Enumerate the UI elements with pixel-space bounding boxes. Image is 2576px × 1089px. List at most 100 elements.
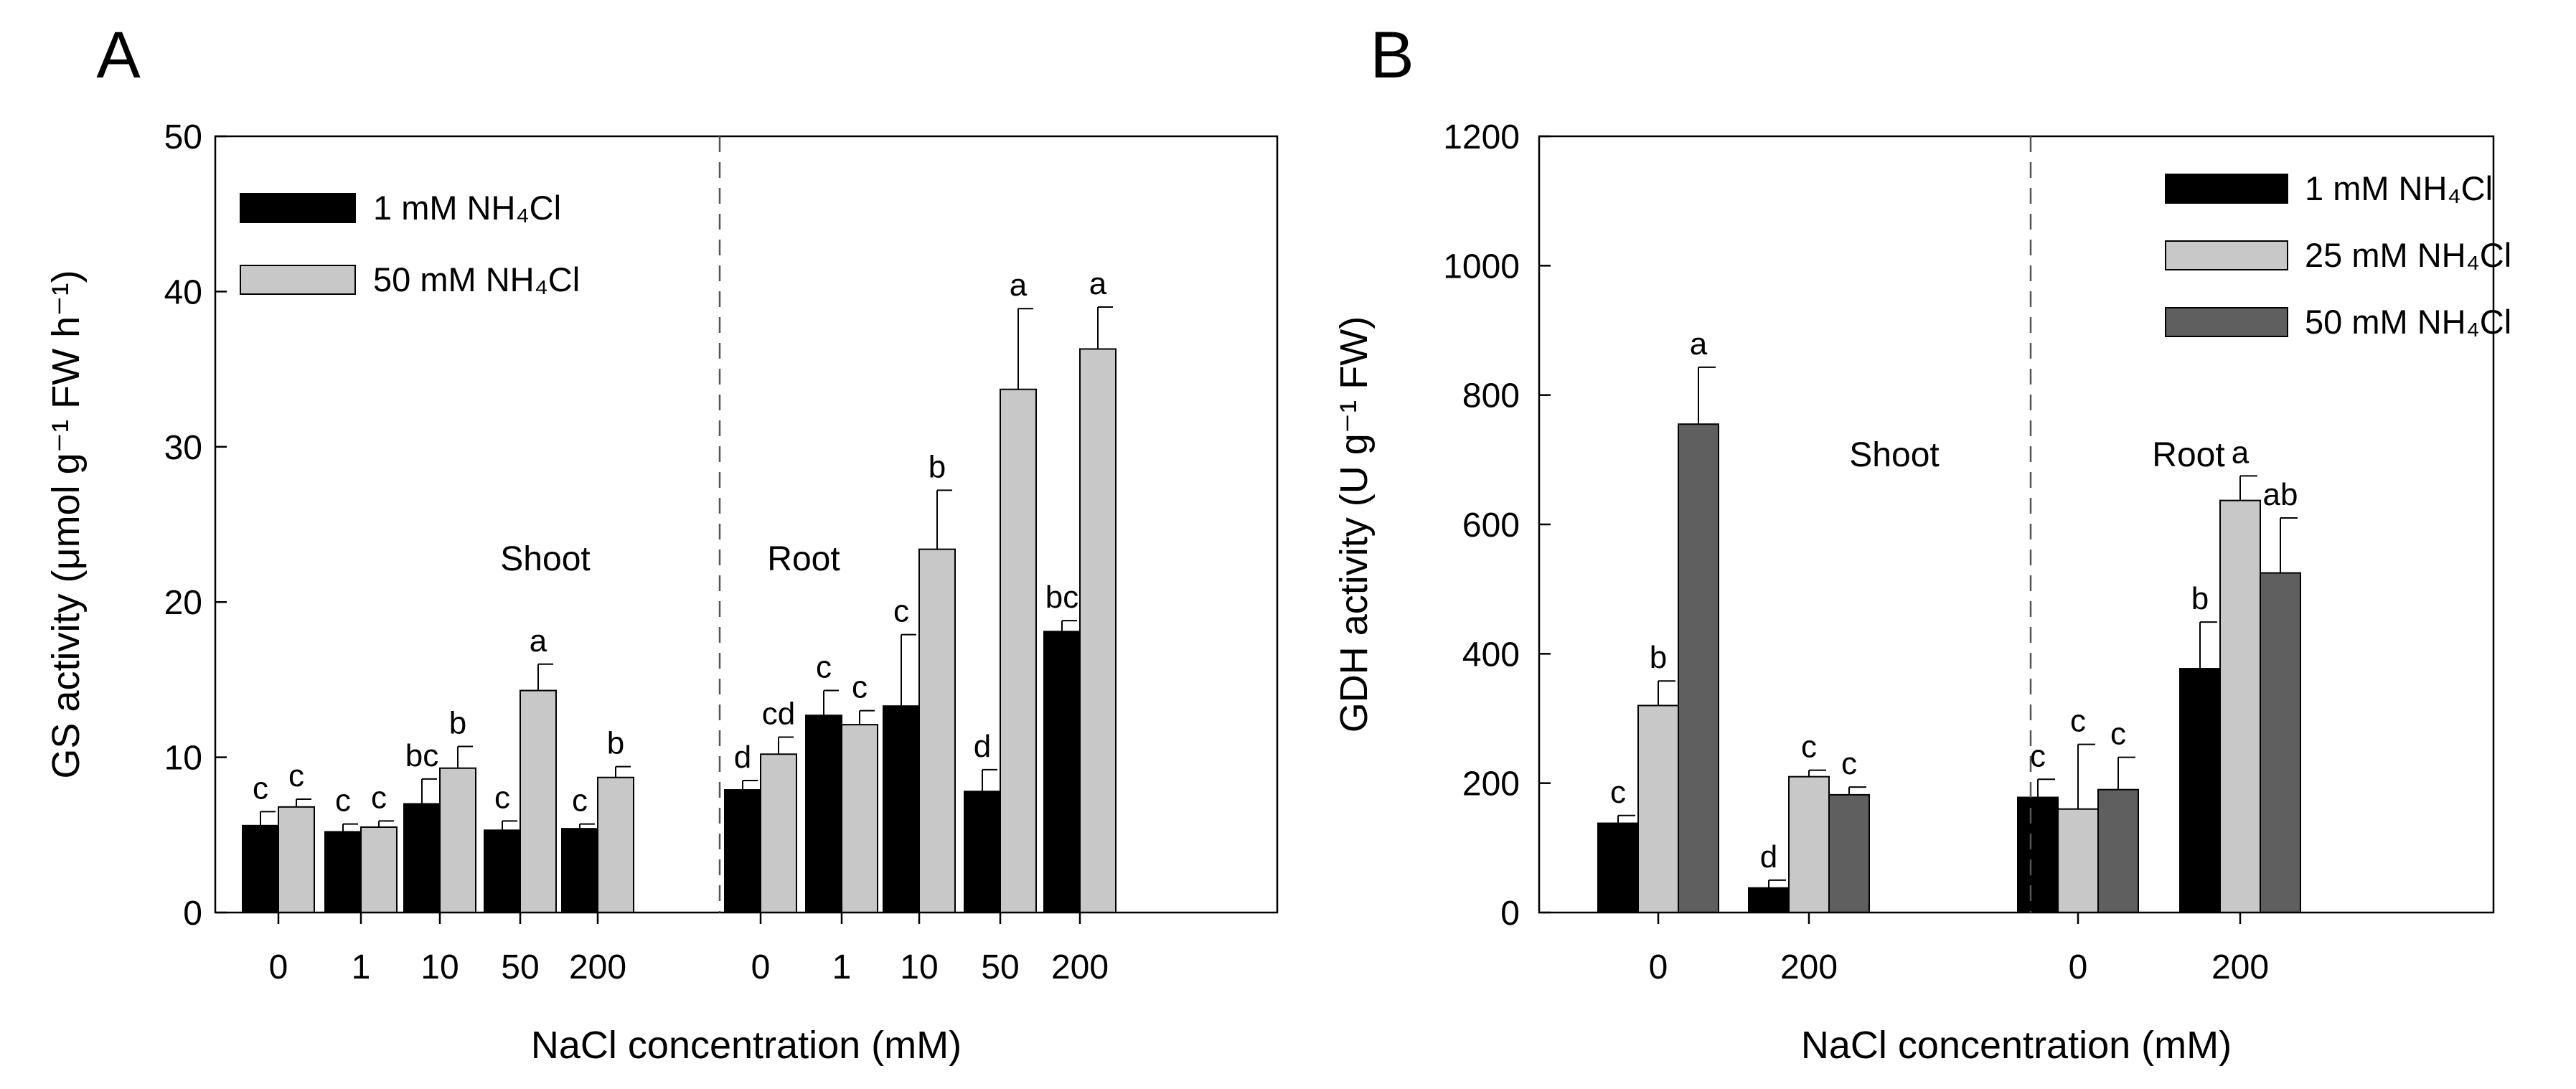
bar (1043, 631, 1081, 913)
legend-swatch (240, 265, 356, 295)
bar (1000, 388, 1037, 913)
significance-letter: a (530, 623, 547, 659)
bar (324, 831, 362, 914)
legend-label: 1 mM NH₄Cl (373, 189, 561, 227)
bar (2260, 572, 2301, 913)
plot-frame (214, 135, 1279, 914)
x-tick-label: 0 (1649, 948, 1668, 986)
significance-letter: b (607, 726, 624, 761)
bar (841, 724, 878, 913)
significance-letter: c (2030, 738, 2046, 773)
y-tick-label: 1000 (1443, 248, 1520, 286)
legend-label: 50 mM NH₄Cl (2305, 303, 2511, 341)
bar (2017, 796, 2059, 913)
x-tick-label: 50 (981, 948, 1019, 986)
region-label-shoot: Shoot (500, 540, 590, 578)
significance-letter: d (1760, 839, 1777, 874)
bar (724, 789, 761, 913)
region-label-root: Root (2152, 436, 2224, 474)
x-axis-label: NaCl concentration (mM) (531, 1024, 962, 1067)
x-tick-label: 10 (900, 948, 938, 986)
legend: 1 mM NH₄Cl 25 mM NH₄Cl 50 mM NH₄Cl (2165, 169, 2511, 341)
significance-letter: b (1650, 640, 1667, 675)
significance-letter: c (572, 783, 588, 819)
bar (2179, 668, 2221, 913)
significance-letter: c (1801, 730, 1817, 765)
legend-swatch (2165, 174, 2288, 204)
x-tick-label: 200 (1780, 948, 1838, 986)
bar (2219, 499, 2261, 913)
x-tick-label: 50 (501, 948, 539, 986)
y-tick-label: 200 (1462, 765, 1520, 803)
y-tick-label: 1200 (1443, 118, 1520, 156)
bar (964, 791, 1001, 914)
y-tick-label: 800 (1462, 377, 1520, 415)
y-tick-label: 0 (1500, 895, 1520, 933)
significance-letter: c (335, 783, 351, 819)
significance-letter: bc (1045, 580, 1078, 615)
significance-letter: c (253, 770, 268, 806)
bar (805, 715, 842, 913)
series-1: c d c b (1597, 581, 2221, 914)
bar (2097, 788, 2139, 914)
significance-letter: ab (2263, 477, 2298, 512)
bar (1828, 793, 1870, 913)
bar (1079, 348, 1117, 913)
y-axis-label: GS activity (μmol g⁻¹ FW h⁻¹) (44, 270, 88, 778)
bar (918, 548, 956, 914)
y-tick-label: 20 (164, 584, 202, 622)
significance-letter: d (734, 740, 751, 775)
bar (520, 689, 557, 913)
x-tick-label: 0 (2069, 948, 2088, 986)
panel-letter: B (1370, 19, 1414, 92)
bar (360, 826, 398, 913)
significance-letter: a (2232, 435, 2250, 470)
y-tick-label: 400 (1462, 636, 1520, 674)
significance-letter: c (371, 780, 387, 815)
y-tick-label: 30 (164, 429, 202, 467)
x-tick-label: 1 (832, 948, 852, 986)
bar (760, 753, 797, 913)
bar (1637, 704, 1679, 913)
legend-label: 50 mM NH₄Cl (373, 260, 580, 298)
bar (561, 828, 598, 914)
bar (597, 776, 634, 914)
significance-letter: c (2110, 717, 2126, 752)
significance-letter: a (1690, 326, 1708, 362)
y-tick-label: 10 (164, 740, 202, 778)
y-tick-label: 50 (164, 118, 202, 156)
y-tick-label: 40 (164, 273, 202, 311)
bar (403, 803, 441, 914)
significance-letter: bc (405, 738, 438, 773)
legend-label: 1 mM NH₄Cl (2305, 169, 2493, 207)
x-tick-label: 200 (569, 948, 626, 986)
bar (1788, 776, 1830, 914)
bar (2057, 808, 2099, 913)
legend-swatch (2165, 307, 2288, 337)
bar (484, 829, 521, 913)
significance-letter: b (449, 705, 466, 740)
significance-letter: a (1089, 266, 1107, 301)
legend-swatch (2165, 240, 2288, 270)
significance-letter: a (1010, 268, 1028, 303)
significance-letter: c (893, 594, 909, 629)
x-tick-label: 0 (269, 948, 288, 986)
y-tick-label: 600 (1462, 506, 1520, 544)
significance-letter: c (852, 670, 868, 705)
significance-letter: c (288, 758, 304, 793)
x-tick-label: 0 (751, 948, 771, 986)
significance-letter: b (2191, 581, 2209, 616)
region-label-shoot: Shoot (1849, 436, 1939, 474)
bar (439, 767, 476, 914)
y-axis-label: GDH activity (U g⁻¹ FW) (1332, 316, 1376, 732)
significance-letter: c (1841, 746, 1857, 781)
bar (1678, 423, 1719, 913)
bar (1748, 887, 1790, 914)
